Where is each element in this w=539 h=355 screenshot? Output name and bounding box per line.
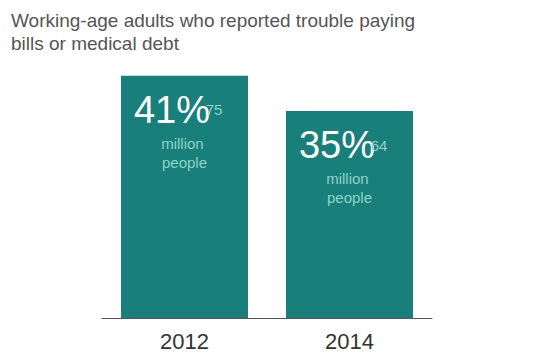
svg-text:75: 75 bbox=[206, 101, 227, 118]
svg-text:2014: 2014 bbox=[325, 329, 374, 354]
svg-text:35%: 35% bbox=[299, 124, 375, 166]
svg-text:million: million bbox=[326, 170, 373, 187]
svg-text:people: people bbox=[327, 189, 372, 206]
svg-text:million: million bbox=[161, 135, 208, 152]
svg-text:Working-age adults who reporte: Working-age adults who reported trouble … bbox=[11, 10, 420, 31]
svg-text:bills or medical debt: bills or medical debt bbox=[11, 33, 180, 54]
svg-text:people: people bbox=[162, 154, 207, 171]
svg-text:2012: 2012 bbox=[160, 329, 209, 354]
svg-text:41%: 41% bbox=[134, 89, 210, 131]
svg-text:64: 64 bbox=[371, 137, 392, 154]
